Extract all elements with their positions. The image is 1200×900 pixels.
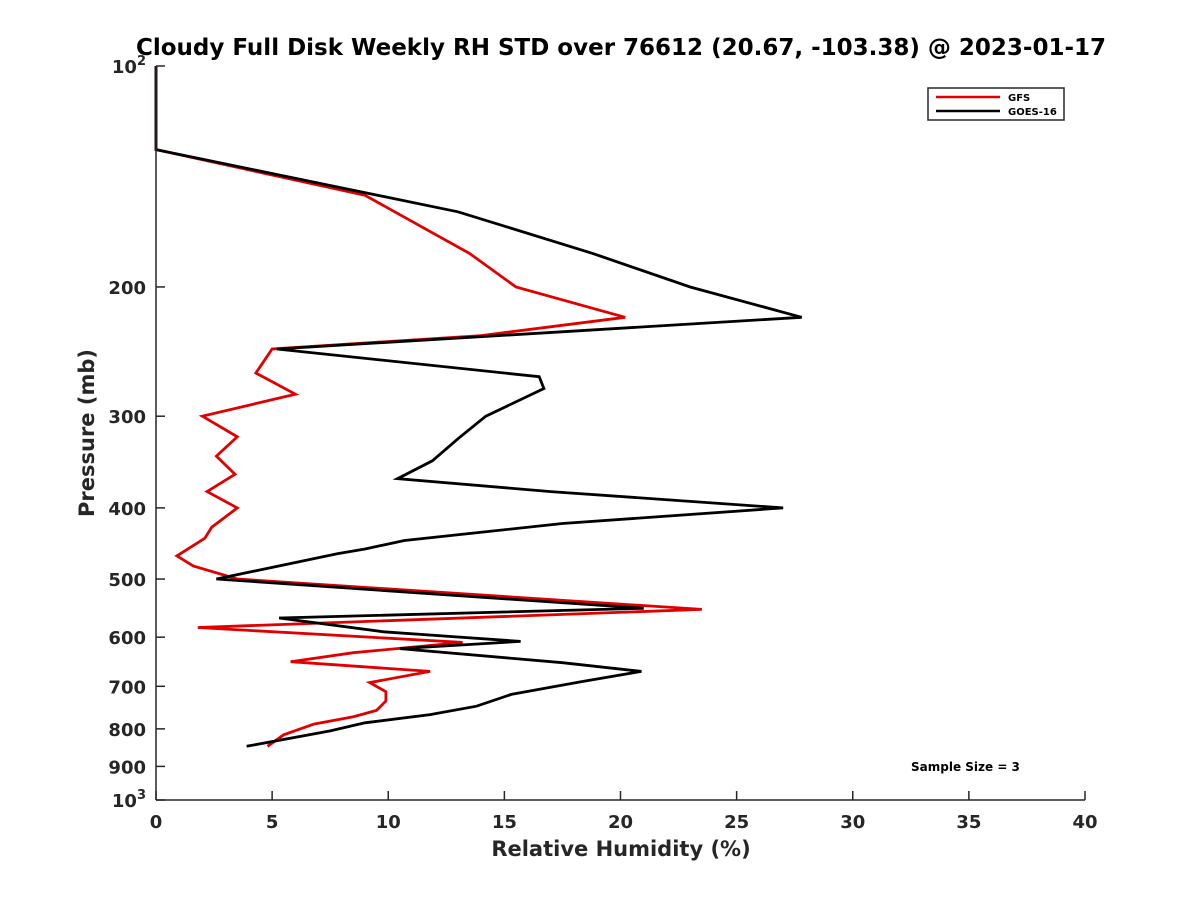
- sample-size-annotation: Sample Size = 3: [911, 760, 1020, 774]
- legend: GFS GOES-16: [927, 87, 1065, 121]
- y-tick-label: 103: [112, 788, 146, 812]
- y-tick-label: 102: [112, 54, 146, 78]
- x-tick-label: 35: [956, 812, 981, 833]
- x-axis-label: Relative Humidity (%): [491, 837, 750, 861]
- x-tick-label: 40: [1072, 812, 1097, 833]
- y-tick-label: 200: [108, 278, 146, 299]
- y-tick-label: 400: [108, 499, 146, 520]
- y-tick-label: 500: [108, 570, 146, 591]
- y-axis-label: Pressure (mb): [75, 349, 99, 517]
- x-tick-label: 30: [840, 812, 865, 833]
- x-tick-label: 10: [376, 812, 401, 833]
- legend-label-gfs: GFS: [1008, 93, 1030, 104]
- y-tick-label: 900: [108, 757, 146, 778]
- legend-label-goes16: GOES-16: [1008, 107, 1057, 118]
- y-tick-label: 700: [108, 677, 146, 698]
- series-line-gfs: [154, 66, 702, 748]
- y-tick-label: 600: [108, 628, 146, 649]
- y-tick-label: 800: [108, 720, 146, 741]
- series-line-goes16: [154, 66, 803, 748]
- x-tick-label: 0: [150, 812, 163, 833]
- x-tick-label: 20: [608, 812, 633, 833]
- x-tick-label: 5: [266, 812, 279, 833]
- y-tick-label: 300: [108, 407, 146, 428]
- y-axis-ticks: 102 200 300 400 500 600 700 800 900 103: [108, 54, 165, 812]
- chart-title: Cloudy Full Disk Weekly RH STD over 7661…: [136, 35, 1106, 61]
- x-tick-label: 25: [724, 812, 749, 833]
- x-tick-label: 15: [492, 812, 517, 833]
- x-axis-ticks: 0 5 10 15 20 25 30 35 40: [150, 791, 1098, 833]
- legend-box: [927, 87, 1065, 121]
- plot-area: [154, 66, 803, 748]
